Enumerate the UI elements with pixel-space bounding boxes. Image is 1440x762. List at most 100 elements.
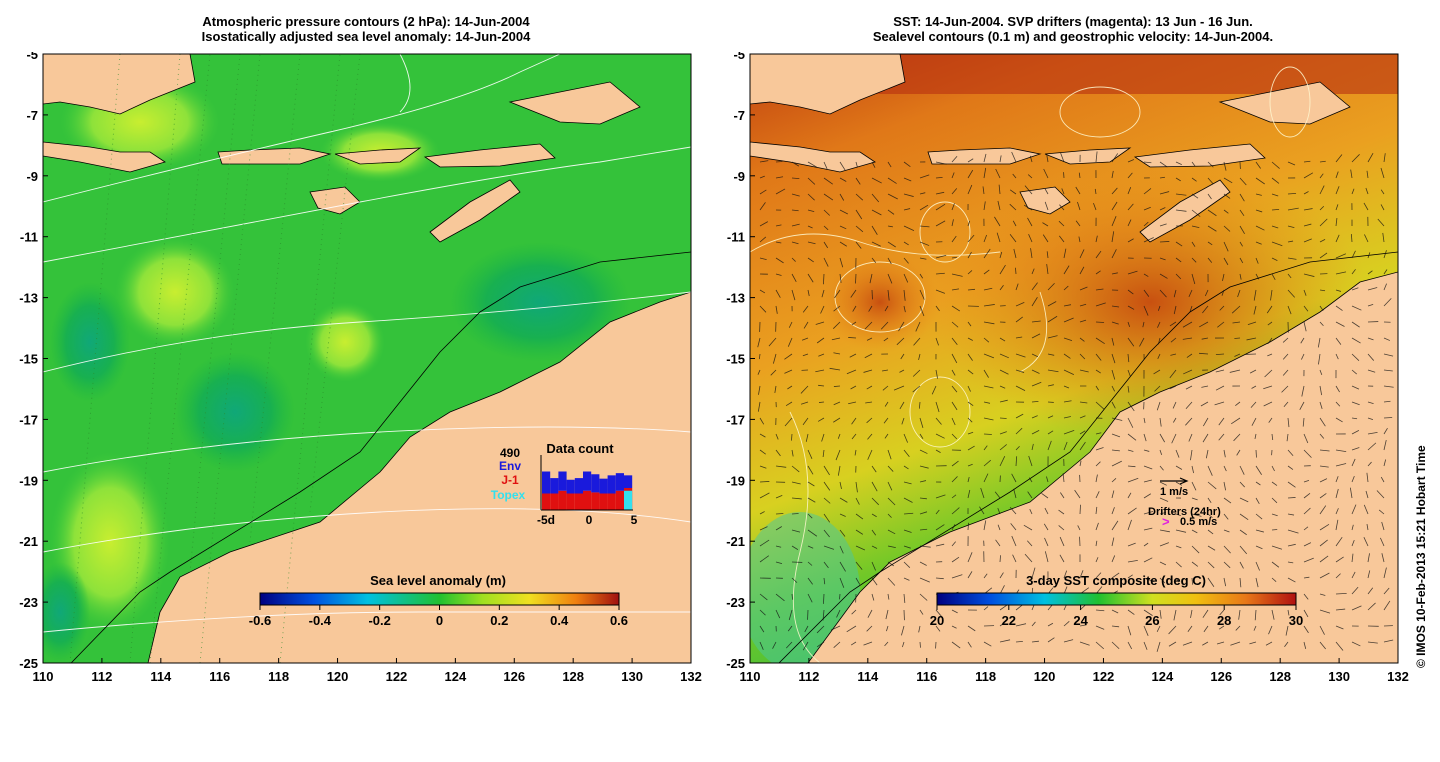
right-x-tick-label: 122 [1093,669,1115,684]
right-x-tick-label: 110 [740,669,761,684]
bar-j1 [591,492,599,510]
left-y-tick-label: -25 [19,656,38,671]
sst-tick-label: 22 [1002,613,1016,628]
right-y-tick-label: -13 [726,291,745,306]
left-x-tick-label: 124 [445,669,467,684]
bar-j1 [616,491,624,510]
sla-tick-label: 0.6 [610,613,628,628]
right-x-tick-label: 116 [916,669,937,684]
right-title-line1: SST: 14-Jun-2004. SVP drifters (magenta)… [747,14,1399,29]
bar-env [591,474,599,492]
right-x-tick-label: 120 [1034,669,1056,684]
right-x-tick-label: 128 [1269,669,1291,684]
right-x-tick-label: 130 [1328,669,1350,684]
right-x-tick-label: 132 [1387,669,1409,684]
bar-j1 [583,491,591,510]
bar-env [583,472,591,491]
sla-tick-label: 0 [436,613,443,628]
right-x-tick-label: 118 [975,669,996,684]
dc-tick-1: 0 [586,513,593,527]
drifters-speed-label: 0.5 m/s [1180,516,1217,528]
legend-env: Env [499,459,521,473]
right-x-tick-label: 112 [798,669,819,684]
right-y-tick-label: -17 [726,412,745,427]
sst-tick-label: 26 [1145,613,1159,628]
drifter-symbol: > [1162,514,1170,529]
left-y-tick-label: -23 [19,595,38,610]
sst-tick-label: 24 [1073,613,1088,628]
sla-colorbar-label: Sea level anomaly (m) [370,573,506,588]
sst-tick-label: 20 [930,613,944,628]
bar-env [616,473,624,491]
left-x-tick-label: 116 [209,669,230,684]
right-y-tick-label: -25 [726,656,745,671]
credit-text-container: © IMOS 10-Feb-2013 15:21 Hobart Time [1414,370,1428,670]
sla-tick-label: -0.4 [309,613,332,628]
left-title: Atmospheric pressure contours (2 hPa): 1… [40,14,692,44]
bar-j1 [608,494,616,511]
left-title-line2: Isostatically adjusted sea level anomaly… [40,29,692,44]
legend-topex: Topex [491,488,526,502]
left-y-tick-label: -5 [26,52,38,62]
left-x-tick-label: 130 [621,669,643,684]
bar-j1 [542,494,550,511]
left-x-tick-label: 118 [268,669,289,684]
left-y-tick-label: -19 [19,473,38,488]
right-y-tick-label: -21 [726,534,745,549]
bar-j1 [575,494,583,511]
right-y-tick-label: -5 [733,52,745,62]
bar-j1 [558,491,566,510]
left-x-tick-label: 122 [386,669,408,684]
left-y-tick-label: -17 [19,412,38,427]
data-count-total: 490 [500,446,520,460]
left-y-tick-label: -7 [26,108,38,123]
bar-env [567,480,575,494]
left-y-tick-label: -15 [19,352,38,367]
bar-j1 [567,494,575,511]
sla-tick-label: -0.6 [249,613,271,628]
data-count-title: Data count [546,441,614,456]
right-title-line2: Sealevel contours (0.1 m) and geostrophi… [747,29,1399,44]
right-x-tick-label: 114 [857,669,879,684]
right-y-tick-label: -11 [727,230,745,245]
sst-colorbar-label: 3-day SST composite (deg C) [1026,573,1206,588]
right-y-tick-label: -15 [726,352,745,367]
bar-j1 [599,494,607,511]
left-y-tick-label: -9 [26,169,38,184]
right-y-tick-label: -9 [733,169,745,184]
bar-env [542,472,550,494]
left-x-tick-label: 110 [33,669,54,684]
right-y-tick-label: -19 [726,473,745,488]
left-y-tick-label: -13 [19,291,38,306]
sst-tick-label: 30 [1289,613,1303,628]
bar-env [575,478,583,493]
left-x-tick-label: 120 [327,669,349,684]
sst-tick-label: 28 [1217,613,1231,628]
right-x-tick-label: 126 [1210,669,1232,684]
bar-env [624,475,632,488]
left-y-tick-label: -21 [19,534,38,549]
sla-tick-label: 0.2 [490,613,508,628]
dc-tick-0: -5d [537,513,555,527]
left-x-tick-label: 126 [503,669,525,684]
credit-text: © IMOS 10-Feb-2013 15:21 Hobart Time [1414,445,1428,668]
dc-tick-2: 5 [631,513,638,527]
left-x-tick-label: 132 [680,669,702,684]
bar-env [599,479,607,494]
right-x-tick-label: 124 [1152,669,1174,684]
sla-tick-label: 0.4 [550,613,569,628]
left-y-tick-label: -11 [20,230,38,245]
map-figure: Data count 490 Env J-1 Topex -5d 0 5 Sea… [0,52,1440,762]
bar-j1 [550,494,558,511]
bar-topex [624,491,632,510]
left-x-tick-label: 112 [91,669,112,684]
sla-tick-label: -0.2 [368,613,390,628]
velocity-legend-label: 1 m/s [1160,486,1188,498]
right-title: SST: 14-Jun-2004. SVP drifters (magenta)… [747,14,1399,44]
right-y-tick-label: -23 [726,595,745,610]
right-y-tick-label: -7 [733,108,745,123]
left-x-tick-label: 114 [150,669,172,684]
left-x-tick-label: 128 [562,669,584,684]
bar-env [558,472,566,491]
bar-env [550,478,558,493]
